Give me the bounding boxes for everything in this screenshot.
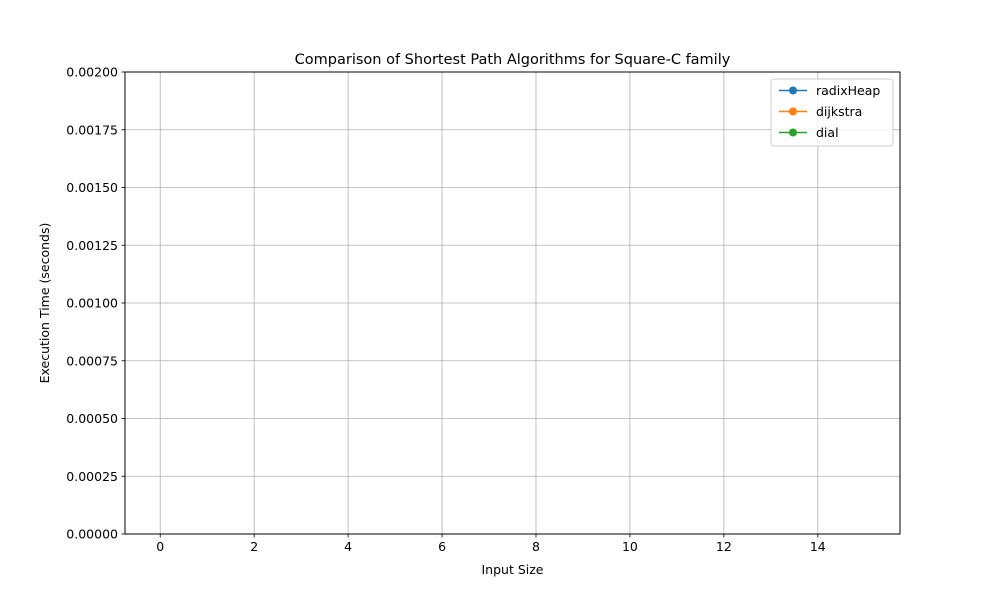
- x-tick-label: 0: [156, 539, 164, 554]
- y-axis: 0.00000 0.00025 0.00050 0.00075 0.00100 0.001…: [66, 65, 125, 542]
- x-tick-label: 12: [716, 539, 732, 554]
- x-tick-label: 8: [532, 539, 540, 554]
- legend: radixHeap dijkstra dial: [770, 78, 894, 147]
- y-tick-label: 0.00150: [66, 180, 118, 195]
- y-axis-label: Execution Time (seconds): [37, 223, 52, 384]
- legend-marker: [789, 128, 797, 137]
- chart-title: Comparison of Shortest Path Algorithms f…: [295, 52, 731, 68]
- legend-marker: [789, 86, 797, 95]
- x-tick-label: 6: [438, 539, 446, 554]
- y-tick-label: 0.00025: [66, 469, 118, 484]
- x-tick-label: 10: [622, 539, 638, 554]
- x-tick-label: 4: [344, 539, 352, 554]
- y-tick-label: 0.00000: [66, 527, 118, 542]
- y-tick-label: 0.00125: [66, 238, 118, 253]
- legend-label: dijkstra: [816, 104, 862, 119]
- y-tick-label: 0.00050: [66, 411, 118, 426]
- legend-label: dial: [816, 125, 839, 140]
- x-tick-label: 2: [250, 539, 258, 554]
- y-tick-label: 0.00200: [66, 65, 118, 80]
- x-tick-label: 14: [810, 539, 826, 554]
- legend-marker: [789, 107, 797, 116]
- plot-area: [124, 71, 901, 535]
- legend-box: [770, 78, 894, 147]
- legend-label: radixHeap: [816, 83, 880, 98]
- x-axis-label: Input Size: [482, 562, 544, 577]
- y-tick-label: 0.00100: [66, 296, 118, 311]
- y-tick-label: 0.00175: [66, 122, 118, 137]
- x-axis: 0 2 4 6 8 10 12 14: [156, 534, 826, 554]
- y-tick-label: 0.00075: [66, 353, 118, 368]
